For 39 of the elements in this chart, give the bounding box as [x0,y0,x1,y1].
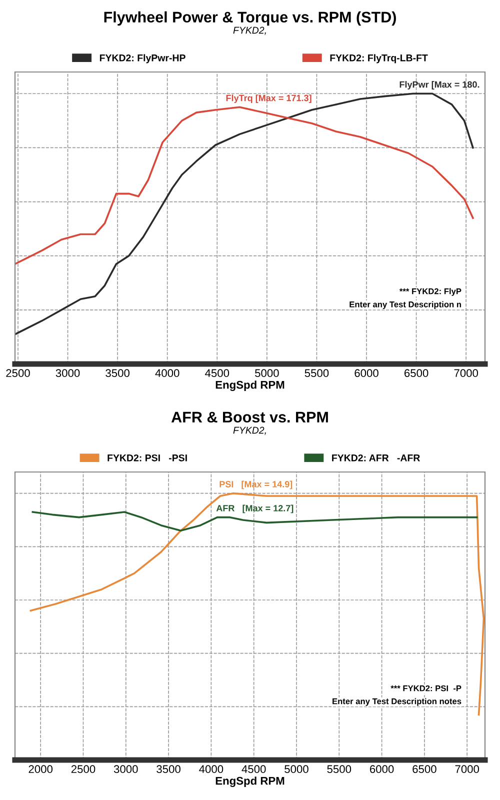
annotation: *** FYKD2: FlyP [399,288,462,296]
x-tick-label: 4000 [199,765,224,774]
x-tick-label: 5000 [255,369,279,378]
x-tick-label: 7000 [455,765,480,774]
x-axis-title: EngSpd RPM [216,776,284,788]
x-tick-label: 3000 [56,369,80,378]
annotation: FlyTrq [Max = 171.3] [226,94,312,103]
annotation: Enter any Test Description notes [332,698,462,706]
x-tick-label: 3000 [114,765,138,774]
legend-label: FYKD2: FlyTrq-LB-FT [330,54,428,64]
x-tick-label: 6000 [354,369,378,378]
x-tick-label: 5500 [327,765,352,774]
chart-subtitle: FYKD2, [233,26,266,35]
legend-label: FYKD2: FlyPwr-HP [100,54,186,64]
x-tick-label: 2500 [71,765,96,774]
x-tick-label: 3500 [156,765,180,774]
annotation: *** FYKD2: PSI -P [390,685,462,692]
x-tick-label: 6500 [412,765,436,774]
x-tick-label: 2500 [6,369,30,378]
legend-label: FYKD2: AFR -AFR [332,454,420,462]
chart-subtitle: FYKD2, [233,426,266,435]
x-tick-label: 3500 [106,369,130,378]
annotation: FlyPwr [Max = 180. [400,81,480,90]
annotation: Enter any Test Description n [350,301,461,309]
x-tick-label: 7000 [454,369,478,378]
chart-title: Flywheel Power & Torque vs. RPM (STD) [104,11,396,26]
chart-title: AFR & Boost vs. RPM [171,412,328,423]
legend-label: FYKD2: PSI -PSI [108,454,187,462]
x-tick-label: 2000 [28,765,53,774]
x-tick-label: 5500 [304,369,329,378]
annotation: PSI [Max = 14.9] [220,480,292,490]
x-tick-label: 5000 [284,765,308,774]
x-tick-label: 4500 [205,369,230,378]
x-tick-label: 6500 [404,369,428,378]
x-tick-label: 4500 [242,765,266,774]
x-tick-label: 4000 [155,369,180,378]
x-axis-title: EngSpd RPM [216,380,284,392]
annotation: AFR [Max = 12.7] [216,504,294,514]
x-tick-label: 6000 [370,765,394,774]
